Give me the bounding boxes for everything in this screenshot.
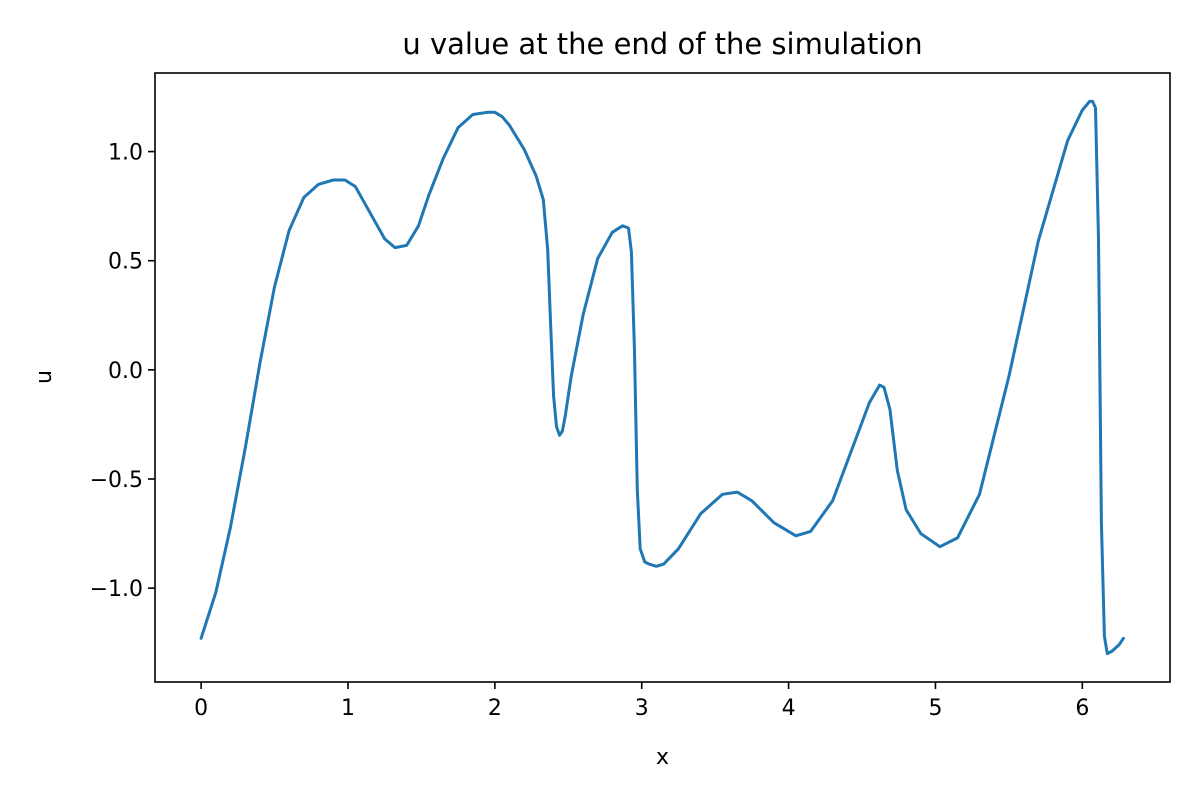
x-tick-label: 3 [635,696,649,721]
y-tick-label: 0.0 [108,359,143,384]
x-axis: 0 1 2 3 4 5 6 [194,682,1089,721]
x-tick-label: 1 [341,696,355,721]
series-line [199,99,1125,656]
y-axis: −1.0 −0.5 0.0 0.5 1.0 [90,141,155,602]
x-tick-label: 4 [782,696,796,721]
y-axis-label: u [32,370,57,384]
y-tick-label: 1.0 [108,141,143,166]
plot-area [154,72,1171,683]
x-axis-label: x [656,745,669,770]
x-tick-label: 5 [928,696,942,721]
chart-title: u value at the end of the simulation [402,27,922,61]
y-tick-label: −1.0 [90,577,143,602]
x-tick-label: 6 [1075,696,1089,721]
x-tick-label: 2 [488,696,502,721]
y-tick-label: 0.5 [108,250,143,275]
plot-frame [154,72,1171,683]
x-tick-label: 0 [194,696,208,721]
y-tick-label: −0.5 [90,468,143,493]
